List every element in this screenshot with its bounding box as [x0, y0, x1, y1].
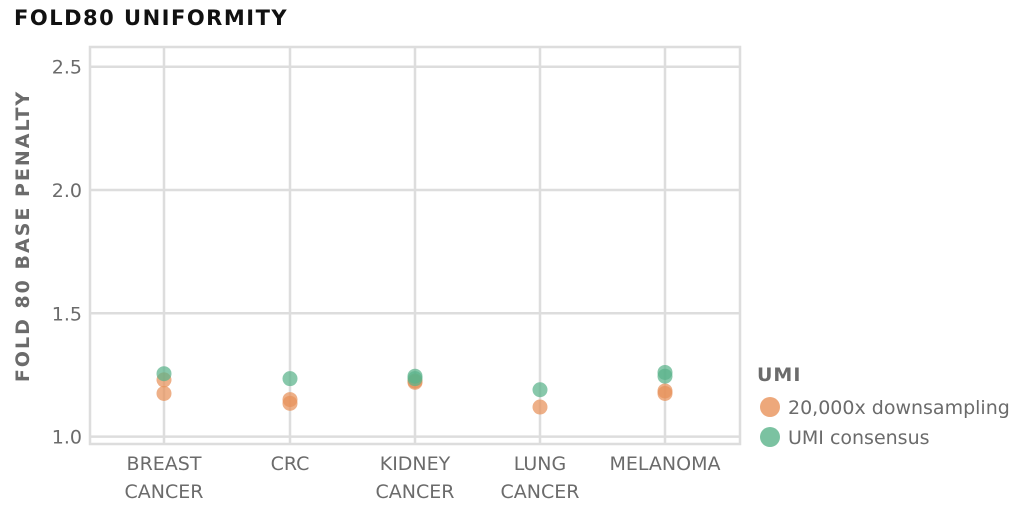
- y-tick-label: 1.0: [52, 427, 82, 449]
- point-downsampling: [532, 399, 548, 415]
- point-umi-consensus: [282, 371, 298, 387]
- legend-swatch: [760, 397, 780, 417]
- x-tick-label: KIDNEY: [380, 453, 451, 475]
- y-tick-label: 2.0: [52, 180, 82, 202]
- legend-title: UMI: [757, 364, 801, 386]
- x-tick-label: LUNG: [514, 453, 566, 475]
- point-downsampling: [156, 385, 172, 401]
- x-tick-label: CANCER: [125, 481, 204, 503]
- x-axis-ticks: BREAST CANCER CRC KIDNEY CANCER LUNG CANCER MEL…: [125, 453, 721, 503]
- x-tick-label: MELANOMA: [610, 453, 721, 475]
- y-axis-label: FOLD 80 BASE PENALTY: [12, 90, 34, 382]
- point-umi-consensus: [532, 382, 548, 398]
- x-tick-label: CANCER: [501, 481, 580, 503]
- y-tick-label: 1.5: [52, 303, 82, 325]
- point-umi-consensus: [407, 371, 423, 387]
- point-umi-consensus: [657, 368, 673, 384]
- x-tick-label: CRC: [271, 453, 310, 475]
- legend: UMI 20,000x downsampling UMI consensus: [757, 364, 1010, 449]
- point-downsampling: [282, 395, 298, 411]
- point-downsampling: [657, 385, 673, 401]
- y-axis-ticks: 1.0 1.5 2.0 2.5: [52, 57, 82, 449]
- x-tick-label: CANCER: [376, 481, 455, 503]
- chart-title: FOLD80 UNIFORMITY: [14, 6, 289, 30]
- legend-label: UMI consensus: [788, 427, 930, 449]
- legend-swatch: [760, 427, 780, 447]
- y-tick-label: 2.5: [52, 57, 82, 79]
- point-umi-consensus: [156, 366, 172, 382]
- data-points: [156, 364, 673, 415]
- legend-label: 20,000x downsampling: [788, 397, 1010, 419]
- x-tick-label: BREAST: [127, 453, 202, 475]
